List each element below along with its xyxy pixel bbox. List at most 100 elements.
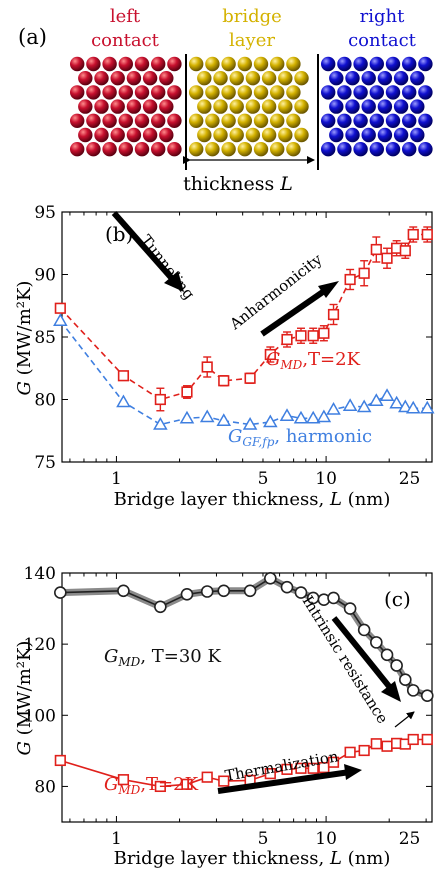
left-contact-atom	[142, 71, 158, 86]
anharmonicity-arrow-head	[318, 281, 339, 298]
right-contact-atom	[345, 99, 360, 114]
bridge-atom	[286, 56, 301, 72]
right-contact-atom	[337, 113, 352, 128]
right-contact-atom	[377, 71, 393, 86]
panel-c-series-1-point	[264, 768, 276, 780]
panel-c-x-tick-label: 5	[258, 829, 269, 849]
bridge-atom	[245, 127, 261, 143]
bridge-atom	[189, 142, 204, 157]
panel-b-series-1-point	[389, 395, 404, 409]
left-contact-atom	[134, 56, 150, 72]
bridge-atom	[189, 113, 204, 128]
left-contact-atom	[126, 99, 142, 114]
bridge-layer-label-1: bridge	[222, 6, 282, 27]
panel-b-series-0-point	[218, 375, 230, 387]
panel-b-series-1-point	[216, 413, 232, 426]
panel-b-y-tick-label: 75	[34, 453, 56, 473]
right-contact-label-1: right	[360, 6, 405, 27]
anharmonicity-arrow	[260, 284, 332, 337]
panel-c-series-1-point	[381, 740, 393, 752]
panel-c-series-1-point	[370, 738, 382, 750]
left-contact-atom	[86, 85, 101, 100]
bridge-atom	[237, 56, 252, 72]
bridge-atom	[253, 142, 269, 157]
right-contact-atom	[402, 142, 417, 157]
right-contact-atom	[393, 127, 409, 143]
right-contact-atom	[337, 85, 352, 100]
panel-b-series-0-point	[281, 333, 293, 346]
panel-c-series-0-point	[264, 572, 277, 585]
panel-b-series-0-point	[358, 267, 370, 279]
right-contact-atom	[418, 113, 433, 128]
panel-b-series-0-point	[381, 252, 393, 264]
panel-c-y-tick-label: 100	[24, 706, 56, 726]
right-contact-atom	[385, 142, 401, 157]
thermalization-arrow	[217, 769, 351, 794]
panel-b-series-0-point	[117, 370, 130, 382]
bridge-atom	[294, 71, 309, 86]
atom-lattice	[70, 56, 433, 157]
left-contact-atom	[94, 127, 109, 143]
panel-b-series-1-point	[379, 388, 395, 401]
bridge-atom	[237, 85, 252, 100]
right-contact-atom	[385, 85, 401, 100]
panel-c-series-1-point	[281, 763, 293, 775]
tunneling-arrow-head	[164, 271, 184, 292]
panel-b-series-1-point	[179, 410, 195, 424]
right-contact-atom	[402, 85, 417, 100]
panel-c-series-0-band	[60, 574, 429, 699]
series-label-gmd-2k-c: GMD,T=2K	[104, 774, 199, 797]
right-contact-atom	[377, 99, 393, 114]
panel-c-series-1-point	[181, 778, 193, 790]
left-contact-atom	[167, 85, 182, 100]
right-contact-atom	[353, 56, 368, 72]
right-contact-atom	[393, 71, 409, 86]
panel-c-y-tick-label: 120	[24, 635, 56, 655]
left-contact-atom	[78, 127, 93, 143]
right-contact-atom	[337, 142, 352, 157]
tunneling-arrow	[111, 211, 178, 284]
left-contact-atom	[134, 113, 150, 128]
left-contact-atom	[159, 71, 174, 86]
panel-c-series-0-point	[399, 673, 412, 687]
panel-b-x-tick-label: 10	[315, 469, 337, 489]
right-contact-atom	[345, 127, 360, 143]
panel-b-axes: 1 5 10 25 75 80 85 90 95	[34, 203, 433, 489]
left-contact-atom	[118, 56, 133, 72]
bridge-atom	[286, 142, 301, 157]
panel-c-series-0-point	[380, 648, 394, 662]
panel-a-label: (a)	[18, 25, 47, 49]
right-contact-atom	[393, 99, 409, 114]
panel-c-series-0-point	[343, 602, 357, 615]
thin-arrow	[394, 711, 415, 728]
left-contact-atom	[167, 142, 182, 157]
left-contact-atom	[167, 56, 182, 72]
panel-b-y-tick-label: 80	[34, 391, 56, 411]
panel-b-series-1-point	[369, 393, 384, 406]
bridge-atom	[245, 71, 261, 86]
panel-b-series-1-point	[53, 313, 68, 326]
panel-c-x-tick-label: 25	[399, 829, 421, 849]
left-contact-atom	[70, 56, 85, 72]
bridge-atom	[245, 99, 261, 114]
panel-b-series-0-point	[318, 327, 330, 339]
panel-b-series-0-point	[295, 330, 307, 342]
left-contact-atom	[126, 71, 142, 86]
panel-c-chart: (c) 1 5 10 25 80 100 120 140 Intrinsic resistan…	[14, 564, 434, 869]
bridge-atom	[261, 99, 277, 114]
panel-b-y-tick-label: 95	[34, 203, 56, 223]
right-contact-atom	[410, 127, 425, 143]
panel-b-series-1-point	[326, 401, 341, 415]
bridge-atom	[294, 127, 309, 143]
bridge-atom	[278, 99, 293, 114]
left-contact-atom	[126, 127, 142, 143]
panel-c-x-tick-label: 1	[111, 829, 122, 849]
panel-b-xlabel: Bridge layer thickness, L (nm)	[114, 489, 391, 510]
left-contact-atom	[167, 113, 182, 128]
panel-b-series-0-point	[370, 243, 382, 256]
panel-c-x-tick-label: 10	[315, 829, 337, 849]
series-label-gmd-2k-b: GMD,T=2K	[266, 349, 361, 372]
bridge-atom	[278, 71, 293, 86]
right-contact-atom	[418, 56, 433, 72]
panel-b-series-0-point	[154, 393, 166, 406]
